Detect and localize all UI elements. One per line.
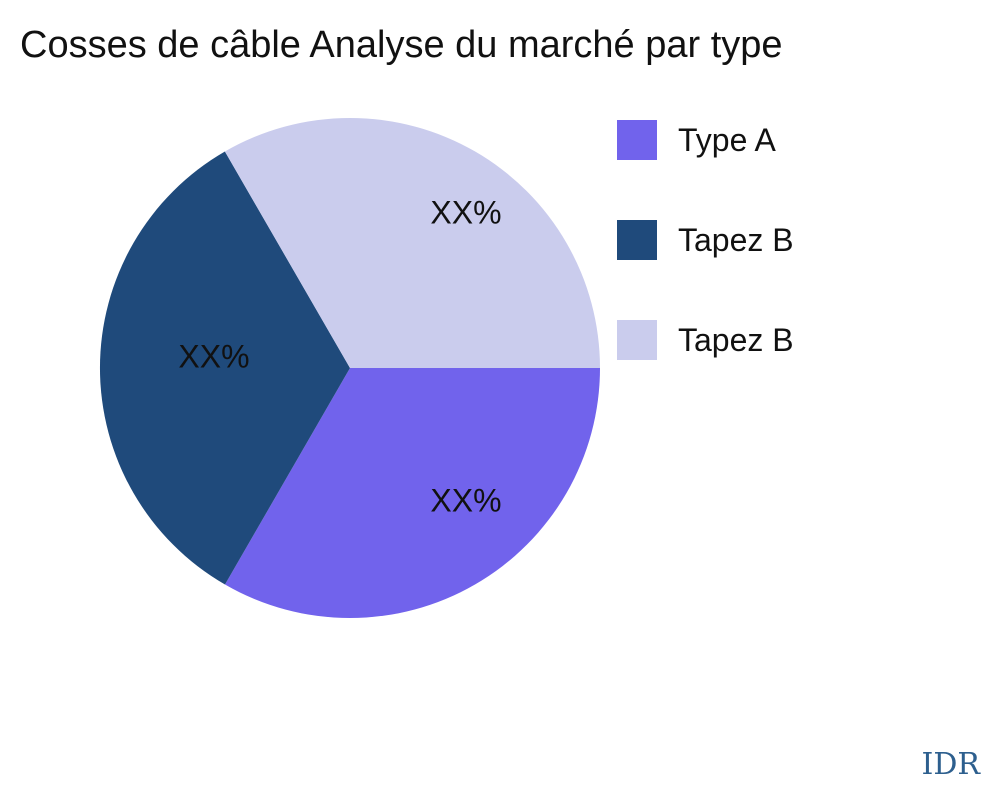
- legend-item-0: Type A: [617, 120, 794, 160]
- legend-label: Tapez B: [678, 321, 794, 358]
- legend-swatch: [617, 120, 657, 160]
- legend: Type A Tapez B Tapez B: [617, 120, 794, 420]
- legend-item-2: Tapez B: [617, 320, 794, 360]
- slice-label: XX%: [178, 338, 250, 375]
- legend-label: Tapez B: [678, 221, 794, 258]
- slice-label: XX%: [430, 482, 502, 519]
- legend-label: Type A: [678, 121, 776, 158]
- slice-label: XX%: [430, 194, 502, 231]
- pie-slice-tapez-b-2: [224, 117, 600, 368]
- legend-item-1: Tapez B: [617, 220, 794, 260]
- pie-slice-type-a-0: [225, 368, 600, 618]
- legend-swatch: [617, 320, 657, 360]
- watermark: IDR: [921, 747, 981, 782]
- pie-slice-tapez-b-1: [99, 151, 350, 585]
- legend-swatch: [617, 220, 657, 260]
- chart-title: Cosses de câble Analyse du marché par ty…: [20, 24, 783, 66]
